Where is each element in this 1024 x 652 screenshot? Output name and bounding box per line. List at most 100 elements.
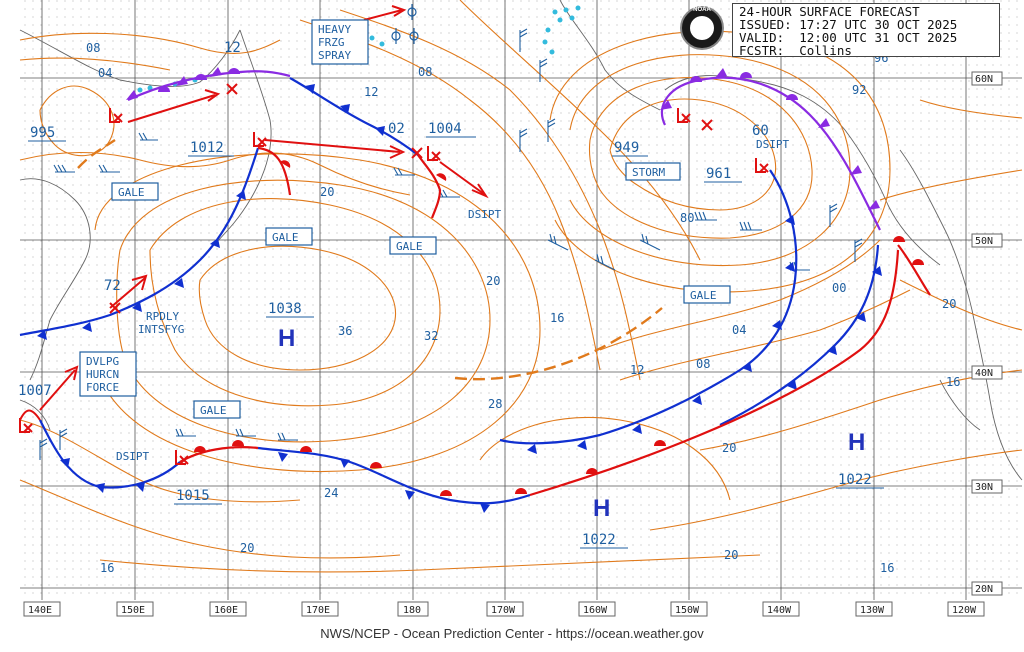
note-text: SPRAY xyxy=(318,49,351,62)
lon-label: 160E xyxy=(214,605,238,616)
noaa-logo-text: NOAA xyxy=(693,7,711,13)
warning-boxes: GALE GALE GALE GALE GALE STORM xyxy=(111,162,731,419)
lon-label: 160W xyxy=(583,605,608,616)
note-text: RPDLY xyxy=(146,310,179,323)
note-text: FRZG xyxy=(318,36,345,49)
lon-label: 180 xyxy=(403,605,421,616)
isobar-label: 20 xyxy=(942,297,956,311)
high-symbol: H xyxy=(278,325,295,352)
lon-label: 130W xyxy=(860,605,885,616)
lat-label: 60N xyxy=(975,74,993,85)
isobar-label: 72 xyxy=(104,278,121,294)
header-forecaster: FCSTR: Collins xyxy=(739,43,852,58)
occluded-fronts xyxy=(126,67,881,231)
isobar-label: 16 xyxy=(946,375,960,389)
isobar-label: 20 xyxy=(320,185,334,199)
lon-label: 140E xyxy=(28,605,52,616)
gale-warning: GALE xyxy=(396,240,423,253)
warm-fronts xyxy=(19,146,931,497)
note-text: FORCE xyxy=(86,381,119,394)
header-valid: VALID: 12:00 UTC 31 OCT 2025 xyxy=(739,30,958,45)
dissipating-note: DSIPT xyxy=(116,450,149,463)
pressure-value: 1038 xyxy=(268,301,302,317)
low-symbols xyxy=(19,108,769,465)
isobar-label: 16 xyxy=(100,561,114,575)
dissipating-note: DSIPT xyxy=(756,138,789,151)
pressure-value: 949 xyxy=(614,140,639,156)
pressure-value: 1007 xyxy=(18,383,52,399)
isobar-labels: 08 04 12 12 02 08 20 20 36 32 16 28 12 0… xyxy=(86,40,960,575)
lat-lon-grid xyxy=(20,0,1022,600)
isobar-label: 24 xyxy=(324,486,338,500)
pressure-value: 1004 xyxy=(428,121,462,137)
gale-warning: GALE xyxy=(118,186,145,199)
isobar-label: 60 xyxy=(752,123,769,139)
lon-label: 120W xyxy=(952,605,977,616)
isobar-label: 20 xyxy=(724,548,738,562)
isobar-label: 08 xyxy=(696,357,710,371)
forecast-header: 24-HOUR SURFACE FORECAST ISSUED: 17:27 UT… xyxy=(732,3,1000,57)
header-issued: ISSUED: 17:27 UTC 30 OCT 2025 xyxy=(739,17,958,32)
cold-fronts xyxy=(19,77,882,513)
isobar-label: 36 xyxy=(338,324,352,338)
pressure-value: 1012 xyxy=(190,140,224,156)
isobar-label: 16 xyxy=(550,311,564,325)
high-symbol: H xyxy=(593,495,610,522)
header-title: 24-HOUR SURFACE FORECAST xyxy=(739,4,920,19)
note-text: DVLPG xyxy=(86,355,119,368)
longitude-labels: 140E 150E 160E 170E 180 170W 160W 150W 1… xyxy=(23,601,985,617)
isobar-label: 08 xyxy=(418,65,432,79)
lon-label: 150W xyxy=(675,605,700,616)
pressure-value: 1022 xyxy=(838,472,872,488)
lat-label: 50N xyxy=(975,236,993,247)
isobar-label: 20 xyxy=(722,441,736,455)
note-text: HEAVY xyxy=(318,23,351,36)
isobar-label: 20 xyxy=(486,274,500,288)
isobar-label: 00 xyxy=(832,281,846,295)
lon-label: 140W xyxy=(767,605,792,616)
lon-label: 170E xyxy=(306,605,330,616)
storm-warning: STORM xyxy=(632,166,665,179)
gale-warning: GALE xyxy=(200,404,227,417)
troughs xyxy=(77,139,663,381)
isobars xyxy=(19,0,1023,573)
note-text: HURCN xyxy=(86,368,119,381)
latitude-labels: 60N 50N 40N 30N 20N xyxy=(971,71,1003,596)
isobar-label: 02 xyxy=(388,121,405,137)
isobar-label: 32 xyxy=(424,329,438,343)
note-text: INTSFYG xyxy=(138,323,184,336)
lat-label: 40N xyxy=(975,368,993,379)
isobar-label: 92 xyxy=(852,83,866,97)
high-symbol: H xyxy=(848,429,865,456)
gale-warning: GALE xyxy=(272,231,299,244)
lon-label: 170W xyxy=(491,605,516,616)
isobar-label: 80 xyxy=(680,211,694,225)
lat-label: 30N xyxy=(975,482,993,493)
isobar-label: 12 xyxy=(630,363,644,377)
footer-credit: NWS/NCEP - Ocean Prediction Center - htt… xyxy=(320,626,704,641)
noaa-logo-icon: NOAA xyxy=(680,6,724,50)
pressure-value: 995 xyxy=(30,125,55,141)
isobar-label: 08 xyxy=(86,41,100,55)
isobar-label: 16 xyxy=(880,561,894,575)
movement-arrows xyxy=(39,5,489,411)
pressure-value: 1015 xyxy=(176,488,210,504)
isobar-label: 04 xyxy=(98,66,112,80)
isobar-label: 12 xyxy=(224,40,241,56)
gale-warning: GALE xyxy=(690,289,717,302)
lon-label: 150E xyxy=(121,605,145,616)
dissipating-note: DSIPT xyxy=(468,208,501,221)
pressure-values: 995 1012 1004 949 961 1007 1015 1038 102… xyxy=(18,121,872,548)
isobar-label: 28 xyxy=(488,397,502,411)
isobar-label: 04 xyxy=(732,323,746,337)
pressure-value: 1022 xyxy=(582,532,616,548)
freezing-spray-symbols xyxy=(391,4,419,44)
note-boxes: HEAVY FRZG SPRAY DVLPG HURCN FORCE RPDLY… xyxy=(79,19,789,463)
wind-barbs xyxy=(39,28,863,460)
isobar-label: 20 xyxy=(240,541,254,555)
future-position-marks xyxy=(109,83,713,314)
pressure-value: 961 xyxy=(706,166,731,182)
lat-label: 20N xyxy=(975,584,993,595)
isobar-label: 12 xyxy=(364,85,378,99)
